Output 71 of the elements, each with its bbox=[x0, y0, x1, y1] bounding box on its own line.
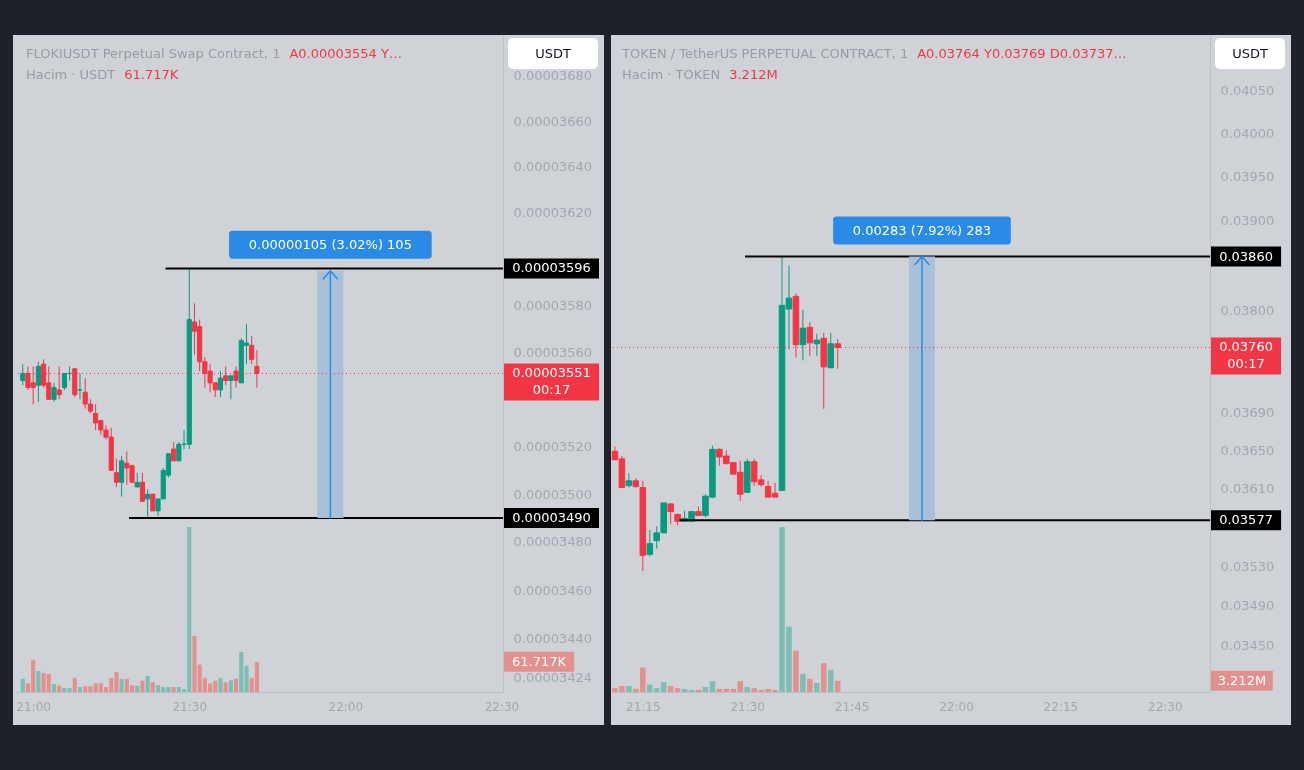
text: 61.717K bbox=[512, 653, 567, 669]
bar bbox=[702, 687, 709, 692]
bar bbox=[119, 678, 124, 692]
text: 3.212M bbox=[1217, 672, 1267, 688]
bar bbox=[660, 682, 667, 692]
candlestick bbox=[139, 472, 146, 502]
bar bbox=[744, 687, 750, 692]
bar bbox=[228, 680, 233, 692]
candlestick bbox=[249, 335, 255, 365]
bar bbox=[674, 688, 681, 692]
candlestick bbox=[625, 472, 633, 489]
bar bbox=[57, 685, 62, 692]
candlestick bbox=[20, 363, 26, 386]
bar bbox=[171, 687, 176, 692]
ref-line-label: 0.00003551 00:17 bbox=[512, 365, 591, 398]
data-label: 0.03860 bbox=[1219, 248, 1273, 264]
ref-line-label: 0.03760 00:17 bbox=[1219, 339, 1273, 372]
bar bbox=[814, 682, 820, 692]
bar bbox=[67, 688, 72, 692]
candlestick bbox=[813, 333, 821, 357]
candlestick bbox=[799, 309, 807, 361]
candlestick bbox=[113, 457, 119, 488]
bar bbox=[140, 680, 145, 692]
bar bbox=[72, 677, 77, 692]
bar bbox=[667, 686, 674, 692]
candlestick bbox=[51, 382, 57, 403]
candlestick bbox=[646, 529, 654, 557]
bar bbox=[77, 687, 83, 692]
unit-button: USDT bbox=[508, 38, 598, 69]
bar bbox=[62, 688, 67, 692]
bar bbox=[807, 678, 813, 692]
data-label: 0.00003596 bbox=[512, 260, 591, 276]
bar bbox=[36, 671, 41, 692]
bar bbox=[150, 682, 155, 692]
candlestick bbox=[217, 370, 224, 398]
bar bbox=[800, 673, 806, 692]
bar bbox=[20, 678, 25, 692]
bar bbox=[145, 675, 150, 692]
bar bbox=[51, 684, 57, 692]
data-label: 0.00003490 bbox=[512, 510, 591, 526]
candlestick bbox=[171, 441, 177, 462]
bar bbox=[218, 677, 223, 692]
data-label: 0.00000105 (3.02%) 105 bbox=[248, 236, 412, 252]
bar bbox=[827, 669, 834, 692]
annotation: 3.212M bbox=[729, 67, 778, 82]
bar bbox=[83, 686, 88, 692]
bar bbox=[223, 682, 228, 692]
candlestick bbox=[667, 503, 674, 525]
bar bbox=[709, 681, 716, 692]
data-label: 0.00283 (7.92%) 283 bbox=[852, 222, 992, 238]
candlestick bbox=[145, 488, 151, 519]
bar bbox=[135, 685, 140, 692]
bar bbox=[234, 678, 239, 692]
text: TOKEN / TetherUS PERPETUAL CONTRACT, 1 bbox=[622, 46, 909, 61]
candlestick bbox=[35, 361, 41, 403]
bar bbox=[626, 686, 632, 692]
text: FLOKIUSDT Perpetual Swap Contract, 1 bbox=[26, 46, 281, 61]
candlestick bbox=[119, 455, 125, 498]
chart-title: Hacim · TOKEN bbox=[622, 67, 721, 82]
candlestick bbox=[228, 375, 234, 400]
unit-button: USDT bbox=[1215, 38, 1285, 69]
bar bbox=[155, 685, 161, 692]
annotation: 61.717K bbox=[124, 67, 179, 82]
bar bbox=[254, 661, 259, 692]
bar bbox=[820, 663, 827, 692]
annotation: A0.00003554 Y… bbox=[289, 46, 402, 61]
candlestick bbox=[77, 372, 83, 400]
chart-title: Hacim · USDT bbox=[26, 67, 116, 82]
bar bbox=[793, 650, 799, 692]
annotation: A0.03764 Y0.03769 D0.03737… bbox=[917, 46, 1127, 61]
data-label: 0.03577 bbox=[1219, 512, 1273, 528]
